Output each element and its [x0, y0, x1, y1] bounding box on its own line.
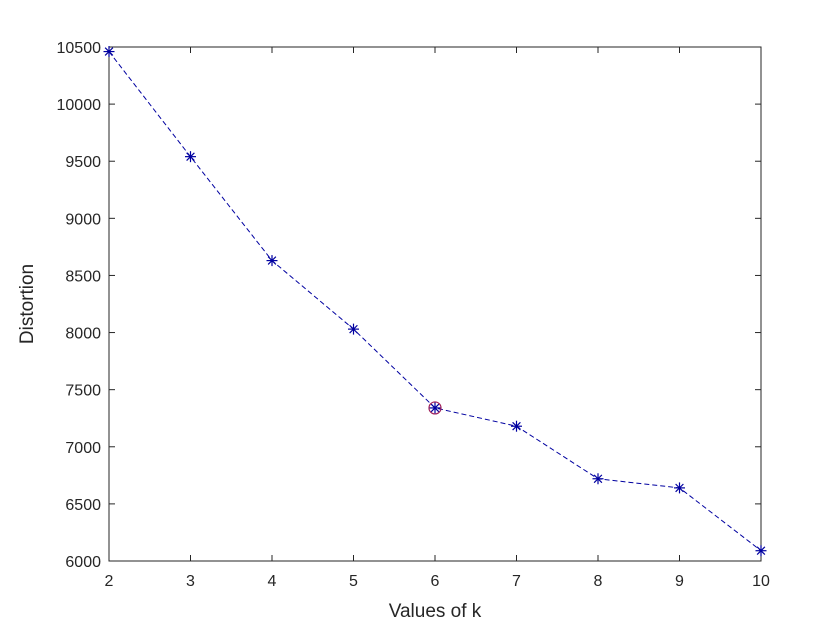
y-tick-label: 6000: [65, 554, 101, 571]
y-tick-label: 9500: [65, 154, 101, 171]
data-point-marker: [429, 402, 441, 414]
x-tick-label: 10: [752, 573, 770, 590]
x-tick-label: 2: [105, 573, 114, 590]
x-axis-label: Values of k: [389, 601, 482, 622]
x-tick-label: 9: [675, 573, 684, 590]
y-tick-label: 10000: [57, 97, 102, 114]
y-tick-label: 8000: [65, 326, 101, 343]
plot-area: [108, 46, 762, 562]
y-tick-label: 7500: [65, 383, 101, 400]
data-point-marker: [348, 323, 359, 335]
data-point-marker: [511, 420, 522, 432]
x-axis-ticks: 2 3 4 5 6 7 8 9 10: [105, 47, 770, 590]
highlight-marker: [428, 401, 442, 415]
y-tick-label: 6500: [65, 497, 101, 514]
y-tick-label: 8500: [65, 268, 101, 285]
x-tick-label: 7: [512, 573, 521, 590]
y-tick-label: 9000: [65, 211, 101, 228]
y-tick-label: 10500: [57, 40, 102, 57]
data-point-marker: [674, 482, 685, 494]
x-tick-label: 3: [186, 573, 195, 590]
data-point-marker: [592, 473, 604, 485]
data-point-marker: [755, 545, 767, 557]
data-point-marker: [266, 255, 278, 267]
x-tick-label: 6: [431, 573, 440, 590]
y-axis-label: Distortion: [17, 264, 38, 344]
y-tick-label: 7000: [65, 440, 101, 457]
x-tick-label: 5: [349, 573, 358, 590]
marker-layer: [103, 46, 767, 557]
x-tick-label: 4: [268, 573, 277, 590]
data-point-marker: [103, 46, 115, 58]
x-tick-label: 8: [594, 573, 603, 590]
y-axis-ticks: 6000 6500 7000 7500 8000 8500 9000 9500 10000 105…: [57, 40, 761, 571]
data-point-marker: [185, 151, 196, 163]
